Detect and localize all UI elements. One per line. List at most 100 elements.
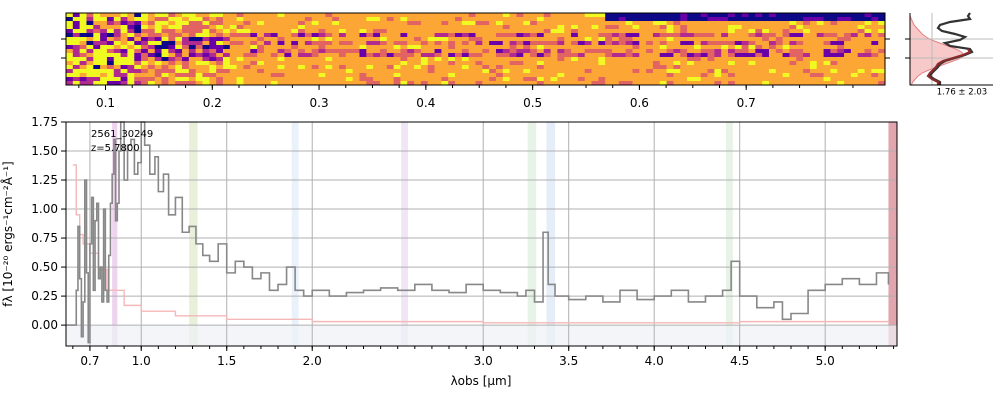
heatmap-cell xyxy=(864,77,872,82)
heatmap-cell xyxy=(625,81,633,86)
heatmap-cell xyxy=(407,53,415,58)
heatmap-cell xyxy=(216,65,224,70)
heatmap-cell xyxy=(298,77,306,82)
heatmap-cell xyxy=(816,57,824,62)
heatmap-cell xyxy=(693,41,702,46)
heatmap-cell xyxy=(687,25,695,30)
heatmap-cell xyxy=(270,61,278,66)
heatmap-cell xyxy=(202,81,210,86)
heatmap-cell xyxy=(680,49,688,54)
heatmap-cell xyxy=(523,81,531,86)
heatmap-cell xyxy=(168,29,176,34)
heatmap-cell xyxy=(229,45,238,50)
heatmap-cell xyxy=(93,57,101,62)
heatmap-cell xyxy=(516,25,524,30)
heatmap-cell xyxy=(646,41,654,46)
heatmap-cell xyxy=(591,57,599,62)
heatmap-cell xyxy=(775,37,784,42)
heatmap-cell xyxy=(414,57,422,62)
heatmap-cell xyxy=(86,73,94,78)
heatmap-cell xyxy=(325,61,333,66)
heatmap-cell xyxy=(714,49,722,54)
heatmap-cell xyxy=(652,65,661,70)
heatmap-cell xyxy=(673,17,681,22)
heatmap-cell xyxy=(141,21,149,26)
heatmap-cell xyxy=(366,81,374,86)
heatmap-cell xyxy=(468,81,476,86)
heatmap-cell xyxy=(345,81,354,86)
heatmap-cell xyxy=(632,33,640,38)
heatmap-cell xyxy=(100,57,108,62)
heatmap-cell xyxy=(427,29,435,34)
heatmap-cell xyxy=(707,53,715,58)
heatmap-cell xyxy=(871,65,879,70)
heatmap-cell xyxy=(823,61,831,66)
heatmap-cell xyxy=(741,45,749,50)
heatmap-cell xyxy=(618,17,627,22)
heatmap-cell xyxy=(461,69,470,74)
heatmap-cell xyxy=(612,45,620,50)
heatmap-cell xyxy=(871,61,879,66)
heatmap-cell xyxy=(652,61,661,66)
heatmap-cell xyxy=(455,65,463,70)
heatmap-cell xyxy=(373,57,381,62)
heatmap-cell xyxy=(700,81,708,86)
heatmap-cell xyxy=(325,81,333,86)
heatmap-cell xyxy=(878,57,886,62)
heatmap-cell xyxy=(72,17,81,22)
heatmap-cell xyxy=(782,45,790,50)
heatmap-cell xyxy=(625,45,633,50)
heatmap-cell xyxy=(721,77,729,82)
heatmap-cell xyxy=(216,45,224,50)
heatmap-cell xyxy=(871,29,879,34)
heatmap-cell xyxy=(700,57,708,62)
heatmap-cell xyxy=(400,37,408,42)
heatmap-cell xyxy=(707,25,715,30)
heatmap-cell xyxy=(339,33,347,38)
heatmap-cell xyxy=(782,33,790,38)
heatmap-cell xyxy=(741,81,749,86)
heatmap-cell xyxy=(809,41,818,46)
heatmap-cell xyxy=(345,69,354,74)
heatmap-cell xyxy=(291,77,299,82)
heatmap-cell xyxy=(734,81,743,86)
heatmap-cell xyxy=(66,17,74,22)
heatmap-cell xyxy=(728,61,736,66)
heatmap-cell xyxy=(318,29,326,34)
heatmap-cell xyxy=(707,73,715,78)
heatmap-cell xyxy=(782,53,790,58)
heatmap-cell xyxy=(468,45,476,50)
heatmap-cell xyxy=(106,37,115,42)
heatmap-cell xyxy=(243,45,251,50)
heatmap-cell xyxy=(427,65,435,70)
heatmap-cell xyxy=(809,49,818,54)
heatmap-cell xyxy=(154,69,162,74)
heatmap-cell xyxy=(120,61,128,66)
heatmap-cell xyxy=(93,29,101,34)
heatmap-cell xyxy=(209,53,217,58)
heatmap-cell xyxy=(66,37,74,42)
heatmap-cell xyxy=(550,37,558,42)
heatmap-cell xyxy=(666,37,674,42)
heatmap-cell xyxy=(304,25,313,30)
heatmap-cell xyxy=(871,49,879,54)
heatmap-cell xyxy=(734,69,743,74)
heatmap-cell xyxy=(420,29,429,34)
heatmap-cell xyxy=(284,81,292,86)
heatmap-cell xyxy=(871,21,879,26)
heatmap-cell xyxy=(243,17,251,22)
heatmap-cell xyxy=(782,61,790,66)
heatmap-cell xyxy=(857,17,865,22)
heatmap-cell xyxy=(768,69,777,74)
heatmap-cell xyxy=(209,81,217,86)
heatmap-cell xyxy=(741,33,749,38)
heatmap-cell xyxy=(816,61,824,66)
heatmap-cell xyxy=(577,41,586,46)
heatmap-cell xyxy=(332,41,340,46)
heatmap-cell xyxy=(86,81,94,86)
heatmap-cell xyxy=(298,49,306,54)
heatmap-cell xyxy=(666,69,674,74)
heatmap-cell xyxy=(311,33,319,38)
heatmap-cell xyxy=(509,77,517,82)
heatmap-cell xyxy=(106,41,115,46)
